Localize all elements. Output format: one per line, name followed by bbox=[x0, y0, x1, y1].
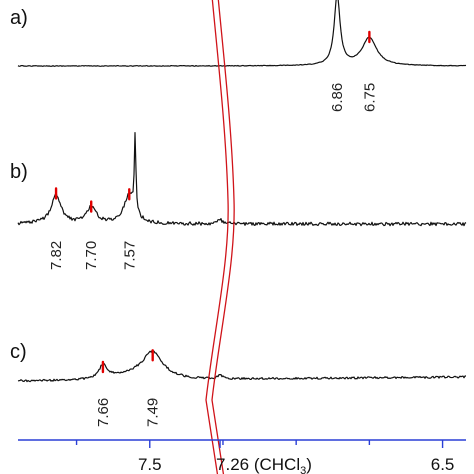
peak-label-b-0: 7.82 bbox=[48, 241, 65, 270]
peak-label-c-0: 7.66 bbox=[95, 398, 112, 427]
panel-b: b) 7.82 7.70 7.57 bbox=[10, 131, 467, 270]
panel-a: a) 6.86 6.75 bbox=[10, 0, 467, 112]
panel-label-b: b) bbox=[10, 161, 28, 183]
spectrum-c bbox=[17, 349, 466, 383]
reference-line-right bbox=[211, 0, 235, 474]
tick-label-tail: ) bbox=[306, 455, 312, 474]
tick-label-2: 6.5 bbox=[431, 455, 455, 474]
spectra-panels: a) 6.86 6.75 b) 7.82 7.70 7.57 c) 7.66 7.49 bbox=[10, 0, 467, 427]
reference-line-group bbox=[205, 0, 235, 474]
x-axis: 7.5 7.26 (CHCl3) 6.5 bbox=[18, 439, 466, 474]
peak-label-c-1: 7.49 bbox=[145, 398, 162, 427]
tick-label-0: 7.5 bbox=[138, 455, 162, 474]
panel-c: c) 7.66 7.49 bbox=[10, 341, 466, 427]
spectrum-b bbox=[17, 131, 467, 227]
reference-line-left bbox=[205, 0, 229, 474]
tick-label-1: 7.26 (CHCl3) bbox=[216, 455, 312, 474]
panel-label-a: a) bbox=[10, 7, 28, 29]
peak-label-b-1: 7.70 bbox=[83, 241, 100, 270]
peak-label-a-0: 6.86 bbox=[329, 83, 346, 112]
tick-label-sub: 3 bbox=[300, 465, 306, 474]
tick-label-main: 7.26 (CHCl bbox=[216, 455, 300, 474]
panel-label-c: c) bbox=[10, 341, 27, 363]
peak-label-a-1: 6.75 bbox=[361, 83, 378, 112]
peak-label-b-2: 7.57 bbox=[121, 241, 138, 270]
spectrum-a bbox=[17, 0, 467, 67]
